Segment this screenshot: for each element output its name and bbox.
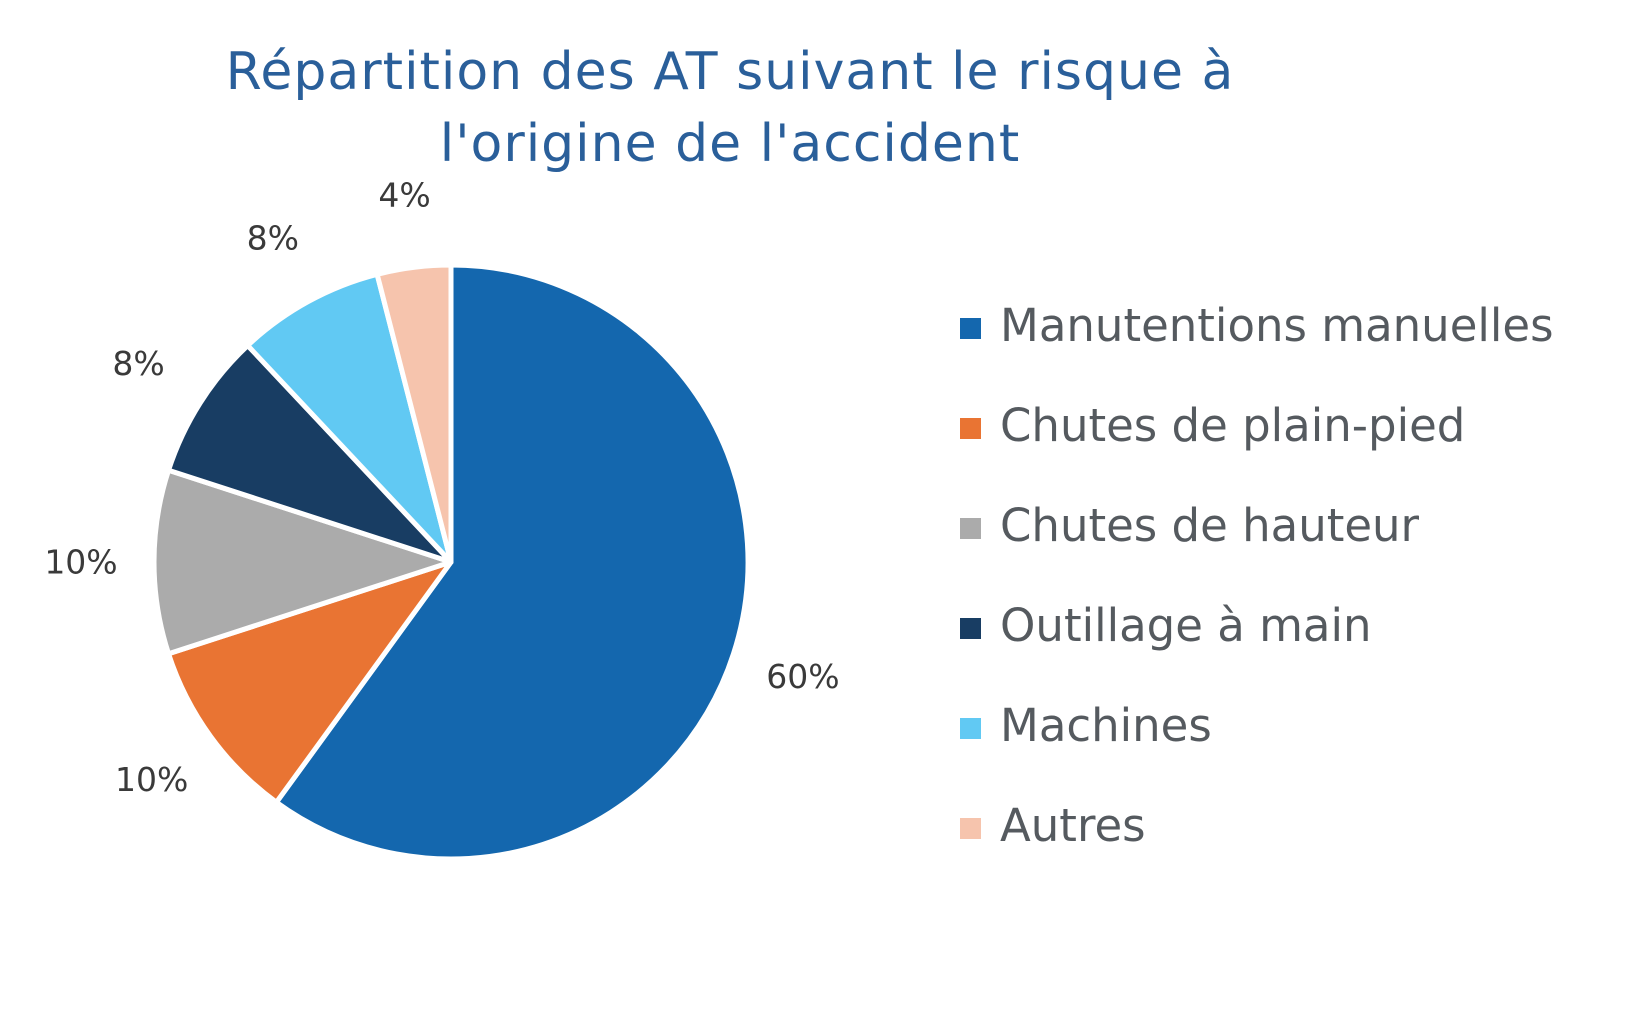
legend-label: Manutentions manuelles: [1000, 299, 1554, 352]
legend-swatch: [960, 718, 981, 739]
legend-item-manutentions-manuelles: Manutentions manuelles: [960, 296, 1554, 396]
data-label-autres: 4%: [378, 175, 430, 214]
legend-label: Autres: [1000, 799, 1146, 852]
legend: Manutentions manuelles Chutes de plain-pi…: [960, 296, 1554, 896]
pie-slice-chutes-de-hauteur: [151, 467, 454, 657]
data-label-outillage-a-main: 8%: [112, 344, 164, 383]
pie-slice-autres: [374, 262, 454, 565]
legend-item-autres: Autres: [960, 796, 1554, 896]
legend-swatch: [960, 318, 981, 339]
chart-title-line-1: Répartition des AT suivant le risque à: [225, 42, 1235, 102]
legend-label: Outillage à main: [1000, 599, 1372, 652]
legend-swatch: [960, 418, 981, 439]
legend-swatch: [960, 818, 981, 839]
data-label-manutentions-manuelles: 60%: [766, 657, 839, 696]
chart-title-line-2: l'origine de l'accident: [439, 114, 1021, 174]
legend-label: Chutes de hauteur: [1000, 499, 1420, 552]
legend-item-chutes-de-plain-pied: Chutes de plain-pied: [960, 396, 1554, 496]
pie-slices: [151, 262, 751, 862]
data-label-chutes-de-hauteur: 10%: [44, 543, 117, 582]
pie-data-labels: 60% 10% 10% 8% 8% 4%: [44, 175, 839, 799]
legend-item-machines: Machines: [960, 696, 1554, 796]
legend-swatch: [960, 518, 981, 539]
legend-label: Chutes de plain-pied: [1000, 399, 1466, 452]
pie-slice-chutes-de-plain-pied: [166, 559, 454, 805]
legend-label: Machines: [1000, 699, 1212, 752]
chart-title: Répartition des AT suivant le risque à l…: [0, 36, 1460, 180]
legend-swatch: [960, 618, 981, 639]
pie-slice-outillage-a-main: [166, 343, 454, 565]
data-label-machines: 8%: [247, 218, 299, 257]
legend-item-chutes-de-hauteur: Chutes de hauteur: [960, 496, 1554, 596]
data-label-chutes-de-plain-pied: 10%: [115, 760, 188, 799]
legend-item-outillage-a-main: Outillage à main: [960, 596, 1554, 696]
pie-slice-machines: [245, 271, 454, 565]
pie-slice-manutentions-manuelles: [273, 262, 751, 862]
